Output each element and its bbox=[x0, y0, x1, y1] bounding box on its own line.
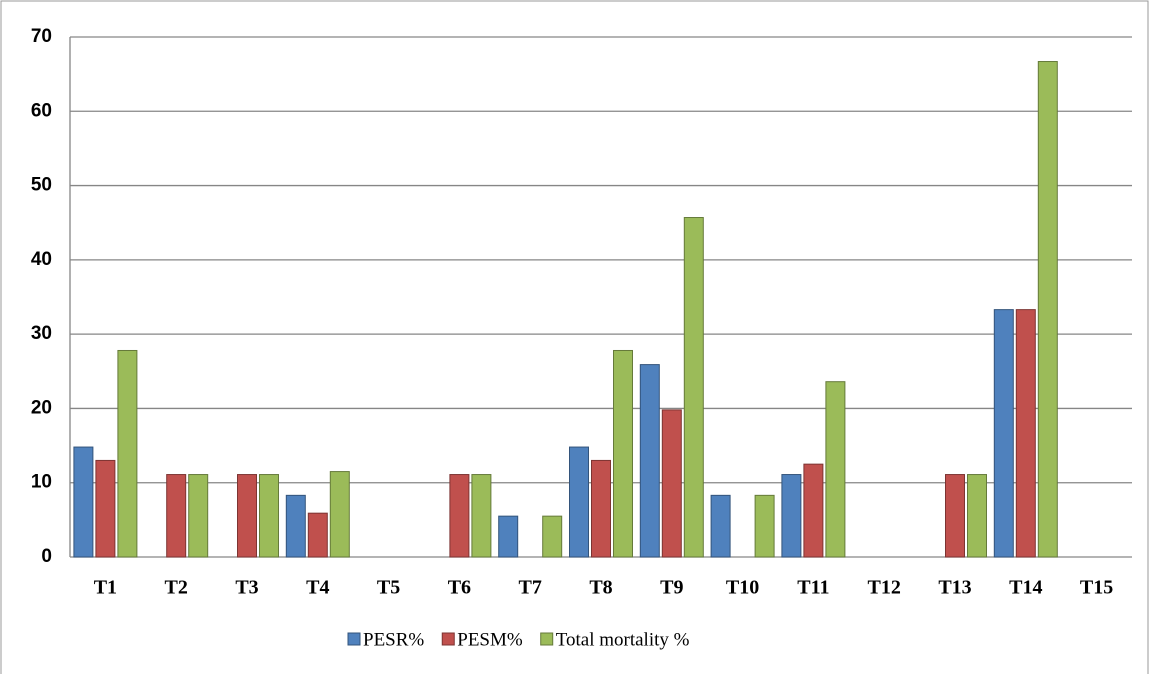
x-tick-label: T9 bbox=[660, 577, 683, 599]
x-tick-label: T15 bbox=[1080, 577, 1113, 599]
legend-swatch bbox=[347, 632, 361, 646]
x-tick-label: T12 bbox=[868, 577, 901, 599]
x-tick-label: T1 bbox=[94, 577, 117, 599]
bar bbox=[613, 349, 633, 558]
bar bbox=[237, 474, 257, 558]
y-tick-label: 70 bbox=[31, 26, 52, 47]
bar bbox=[498, 515, 519, 558]
bar bbox=[803, 463, 824, 558]
x-tick-label: T8 bbox=[589, 577, 612, 599]
bar bbox=[285, 494, 306, 558]
bar bbox=[710, 494, 731, 558]
bar bbox=[967, 474, 987, 558]
y-tick-label: 20 bbox=[31, 397, 52, 418]
x-tick-label: T14 bbox=[1009, 577, 1042, 599]
x-tick-label: T5 bbox=[377, 577, 400, 599]
bar bbox=[569, 446, 589, 558]
y-tick-label: 60 bbox=[31, 100, 52, 121]
bar bbox=[683, 217, 704, 558]
x-tick-label: T2 bbox=[165, 577, 188, 599]
bar bbox=[542, 515, 563, 558]
legend-label: PESR% bbox=[363, 629, 424, 650]
x-tick-label: T10 bbox=[726, 577, 759, 599]
x-tick-label: T11 bbox=[797, 577, 829, 599]
bar bbox=[95, 459, 116, 558]
legend-swatch bbox=[540, 632, 554, 646]
bar bbox=[661, 409, 682, 558]
y-tick-label: 10 bbox=[31, 472, 52, 493]
x-tick-label: T7 bbox=[519, 577, 542, 599]
bar bbox=[639, 364, 660, 558]
bar bbox=[307, 512, 328, 558]
bar bbox=[825, 381, 846, 558]
bar bbox=[73, 446, 94, 558]
x-tick-label: T13 bbox=[938, 577, 971, 599]
bar bbox=[993, 309, 1014, 558]
legend-swatch bbox=[441, 632, 455, 646]
legend-label: Total mortality % bbox=[556, 629, 690, 650]
bar bbox=[945, 474, 965, 558]
bar bbox=[166, 474, 187, 558]
x-tick-label: T3 bbox=[235, 577, 258, 599]
bar bbox=[449, 474, 470, 558]
x-tick-label: T6 bbox=[448, 577, 471, 599]
bar bbox=[188, 474, 209, 558]
bar bbox=[781, 474, 802, 558]
y-tick-label: 50 bbox=[31, 175, 52, 196]
bar bbox=[1037, 61, 1058, 558]
y-tick-label: 0 bbox=[41, 546, 52, 567]
bar bbox=[1015, 309, 1036, 558]
legend-label: PESM% bbox=[457, 629, 523, 650]
bar bbox=[754, 494, 775, 558]
bar bbox=[329, 471, 350, 558]
bar bbox=[117, 349, 138, 558]
bar bbox=[259, 474, 279, 558]
bar bbox=[471, 474, 492, 558]
x-tick-label: T4 bbox=[306, 577, 329, 599]
y-tick-label: 30 bbox=[31, 323, 52, 344]
bar bbox=[591, 459, 611, 558]
y-tick-label: 40 bbox=[31, 249, 52, 270]
